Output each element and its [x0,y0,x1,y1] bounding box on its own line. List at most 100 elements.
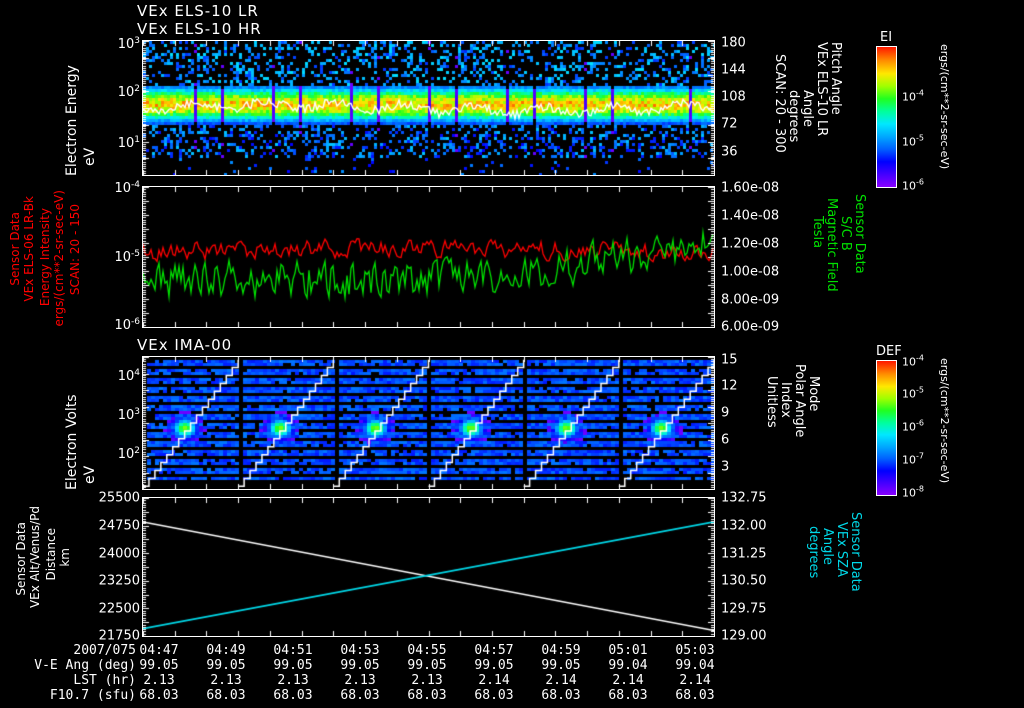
panel3-left-ticks: 104 103 102 [98,356,140,490]
colorbar3-tick-1e-8: 10-8 [902,484,924,500]
table-values-row-time: 04:47 04:49 04:51 04:53 04:55 04:57 04:59 05:01… [139,643,762,658]
rtick-9: 9 [721,405,730,421]
ltick-21750: 21750 [98,628,140,644]
rtick-13200: 132.00 [721,518,767,534]
table-cell-time-0: 04:47 [139,643,179,658]
panel1-title-line2: VEx ELS-10 HR [137,20,262,38]
ltick-22500: 22500 [98,601,140,617]
table-values-row-f107: 68.03 68.03 68.03 68.03 68.03 68.03 68.03 68.03… [139,688,762,703]
rtick-36: 36 [721,144,738,160]
table-cell-time-8: 05:03 [675,643,715,658]
table-values-row-lst: 2.13 2.13 2.13 2.13 2.13 2.14 2.14 2.14 2.14 [142,673,762,688]
tick-1e4: 104 [117,367,140,385]
panel3-plot-area[interactable] [142,356,715,490]
table-cell-f107-5: 68.03 [474,688,514,703]
table-cell-ve-ang-7: 99.04 [608,658,648,673]
rtick-800e-09: 8.00e-09 [721,292,780,308]
table-cell-ve-ang-3: 99.05 [340,658,380,673]
table-cell-f107-7: 68.03 [608,688,648,703]
colorbar1-tick-1e-5: 10-5 [902,133,924,149]
panel1-left-axis-label: Electron Energy eV [64,65,98,176]
tick-1e3: 103 [117,406,140,424]
colorbar1-title: EI [880,30,893,45]
panel2-right-ticks: 1.60e-08 1.40e-08 1.20e-08 1.00e-08 8.00… [721,181,811,335]
table-cell-ve-ang-0: 99.05 [139,658,179,673]
panel4-left-axis-label: Sensor Data VEx Alt/Venus/Pd Distance km [14,506,72,609]
table-cell-f107-6: 68.03 [541,688,581,703]
table-cell-ve-ang-6: 99.05 [541,658,581,673]
table-row-lst: LST (hr) [0,673,142,688]
panel1-left-ticks: 103 102 101 [98,36,140,176]
table-cell-time-3: 04:53 [340,643,380,658]
tick-1e-4: 10-4 [114,179,140,197]
rtick-72: 72 [721,116,738,132]
panel1-plot-area[interactable] [142,40,715,176]
table-cell-lst-1: 2.13 [210,673,242,688]
rtick-108: 108 [721,89,746,105]
table-cell-lst-3: 2.13 [344,673,376,688]
table-cell-f107-2: 68.03 [273,688,313,703]
ltick-23250: 23250 [98,573,140,589]
panel2-left-ticks: 10-4 10-5 10-6 [98,180,140,333]
table-cell-f107-4: 68.03 [407,688,447,703]
panel4-line-canvas [143,498,714,636]
panel3-right-axis-label: Mode Polar Angle Index Unitless [764,364,821,438]
panel4-right-ticks: 132.75 132.00 131.25 130.50 129.75 129.0… [721,491,791,644]
table-cell-ve-ang-1: 99.05 [206,658,246,673]
colorbar3-tick-1e-5: 10-5 [902,385,924,401]
table-cell-f107-3: 68.03 [340,688,380,703]
panel3-title: VEx IMA-00 [137,336,233,354]
table-cell-lst-2: 2.13 [277,673,309,688]
table-cell-f107-1: 68.03 [206,688,246,703]
table-row-f107: F10.7 (sfu) [0,688,142,703]
rtick-140e-08: 1.40e-08 [721,208,780,224]
rtick-12: 12 [721,378,738,394]
table-cell-lst-4: 2.13 [411,673,443,688]
tick-1e3: 103 [117,35,140,53]
table-cell-lst-8: 2.14 [679,673,711,688]
table-cell-lst-7: 2.14 [612,673,644,688]
table-row-date: 2007/075 [0,643,142,658]
rtick-3: 3 [721,459,730,475]
rtick-120e-08: 1.20e-08 [721,236,780,252]
row-label-veang: V-E Ang (deg) [34,658,136,673]
table-cell-time-4: 04:55 [407,643,447,658]
colorbar3-unit: ergs/(cm**2-sr-sec-eV) [938,358,951,484]
rtick-15: 15 [721,352,738,368]
tick-1e2: 102 [117,445,140,463]
colorbar3-gradient [876,360,897,496]
table-cell-time-2: 04:51 [273,643,313,658]
row-label-date: 2007/075 [73,643,136,658]
table-cell-time-1: 04:49 [206,643,246,658]
ltick-24750: 24750 [98,518,140,534]
row-label-f107: F10.7 (sfu) [49,688,136,703]
table-cell-ve-ang-5: 99.05 [474,658,514,673]
tick-1e1: 101 [117,134,140,152]
colorbar3-tick-1e-7: 10-7 [902,451,924,467]
panel3-right-ticks: 15 12 9 6 3 [721,352,771,490]
table-values-row-ve-ang: 99.05 99.05 99.05 99.05 99.05 99.05 99.05 99.04… [139,658,762,673]
panel2-right-axis-label: Sensor Data S/C B Magnetic Field Tesla [810,194,867,292]
colorbar1-tick-1e-6: 10-6 [902,177,924,193]
panel1-right-axis-label: Pitch Angle VEx ELS-10 LR Angle degrees … [772,42,843,153]
colorbar3-tick-1e-6: 10-6 [902,418,924,434]
table-cell-f107-0: 68.03 [139,688,179,703]
rtick-160e-08: 1.60e-08 [721,180,780,196]
rtick-13125: 131.25 [721,546,767,562]
bottom-time-table: 2007/075 V-E Ang (deg) LST (hr) F10.7 (s… [0,643,760,703]
time-parameter-table: 2007/075 V-E Ang (deg) LST (hr) F10.7 (s… [0,643,142,703]
tick-1e2: 102 [117,83,140,101]
panel2-plot-area[interactable] [142,186,715,328]
panel4-plot-area[interactable] [142,497,715,637]
table-cell-lst-0: 2.13 [143,673,175,688]
rtick-100e-08: 1.00e-08 [721,264,780,280]
colorbar1-unit: ergs/(cm**2-sr-sec-eV) [938,44,951,170]
panel3-left-axis-label: Electron Volts eV [64,394,98,490]
table-cell-f107-8: 68.03 [675,688,715,703]
table-cell-time-7: 05:01 [608,643,648,658]
table-cell-lst-5: 2.14 [478,673,510,688]
panel3-spectrogram-canvas [143,357,714,489]
tick-1e-5: 10-5 [114,248,140,266]
colorbar1-tick-1e-4: 10-4 [902,88,924,104]
table-cell-lst-6: 2.14 [545,673,577,688]
